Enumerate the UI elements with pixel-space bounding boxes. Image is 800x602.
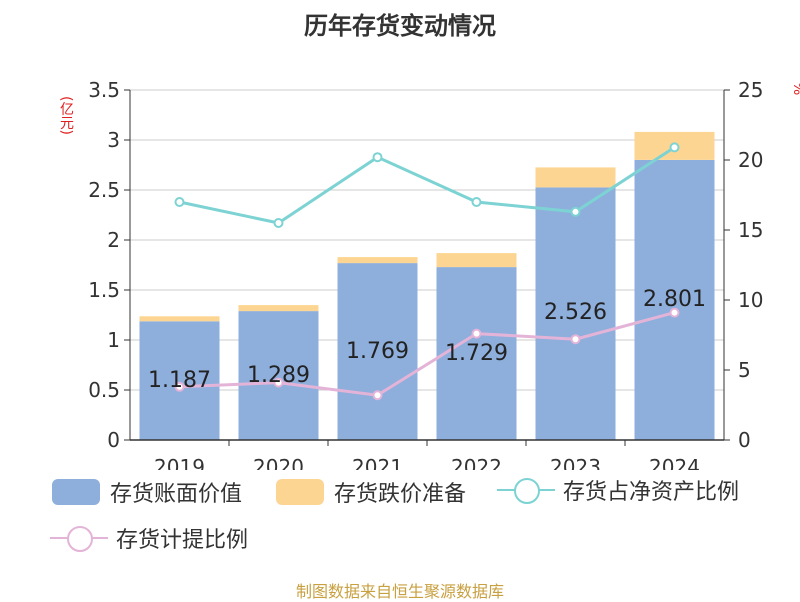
- line-provision-ratio-point: [471, 328, 482, 339]
- left-tick-label: 0: [107, 428, 120, 452]
- legend-item-provision-ratio: 存货计提比例: [50, 522, 248, 554]
- right-tick-label: 15: [738, 218, 763, 242]
- line-ratio-net-assets-point: [372, 152, 383, 163]
- source-note: 制图数据来自恒生聚源数据库: [295, 582, 504, 601]
- line-ratio-net-assets-point: [273, 218, 284, 228]
- bar-book-value: [436, 267, 517, 440]
- data-label: 1.769: [346, 339, 409, 364]
- line-ratio-net-assets: [179, 146, 676, 225]
- chart-title: 历年存货变动情况: [304, 12, 496, 40]
- legend-label-book-value: 存货账面价值: [110, 482, 243, 507]
- left-tick-label: 2: [107, 228, 120, 252]
- x-tick-label: 2024: [649, 455, 700, 470]
- bar-reserve: [436, 253, 517, 268]
- x-tick-label: 2020: [253, 455, 304, 470]
- left-tick-label: 0.5: [88, 378, 120, 402]
- data-label: 1.289: [247, 363, 310, 388]
- legend-label-reserve: 存货跌价准备: [334, 482, 467, 507]
- line-provision-ratio: [179, 311, 675, 397]
- left-tick-label: 2.5: [88, 178, 120, 202]
- bar-reserve: [337, 257, 418, 264]
- bars: [139, 131, 715, 440]
- bar-book-value: [139, 321, 220, 440]
- right-axis-unit: %: [790, 82, 800, 96]
- left-tick-label: 1.5: [88, 278, 120, 302]
- x-tick-label: 2019: [154, 455, 205, 470]
- line-ratio-net-assets-point: [669, 142, 680, 153]
- lines: [174, 142, 680, 401]
- bar-reserve: [139, 316, 220, 322]
- legend-swatch-ratio-net-assets: [497, 476, 555, 504]
- line-provision-ratio-point: [174, 381, 185, 392]
- x-tick-label: 2023: [550, 455, 601, 470]
- legend-label-provision-ratio: 存货计提比例: [116, 528, 249, 553]
- right-tick-label: 5: [738, 358, 751, 382]
- bar-reserve: [238, 305, 319, 312]
- legend: 存货账面价值 存货跌价准备 存货占净资产比例 存货计提比例: [0, 470, 800, 580]
- data-label: 1.729: [445, 341, 508, 366]
- x-tick-label: 2022: [451, 455, 502, 470]
- bar-book-value: [337, 263, 418, 440]
- data-labels: 1.187 1.289 1.769 1.729 2.526 2.801: [148, 287, 706, 393]
- right-tick-label: 0: [738, 428, 751, 452]
- legend-swatch-reserve: [276, 479, 324, 505]
- left-tick-label: 1: [107, 328, 120, 352]
- legend-item-ratio-net-assets: 存货占净资产比例: [497, 474, 739, 506]
- right-tick-label: 10: [738, 288, 763, 312]
- bar-book-value: [535, 187, 616, 440]
- legend-item-reserve: 存货跌价准备: [276, 476, 466, 508]
- line-ratio-net-assets-point: [471, 197, 482, 207]
- left-tick-label: 3: [107, 128, 120, 152]
- data-label: 2.801: [643, 287, 706, 312]
- line-provision-ratio-point: [669, 307, 680, 318]
- line-ratio-net-assets-point: [570, 206, 581, 217]
- bar-book-value: [634, 159, 715, 440]
- legend-swatch-book-value: [52, 479, 100, 505]
- line-ratio-net-assets-point: [174, 197, 185, 207]
- legend-swatch-provision-ratio: [50, 524, 108, 552]
- chart-canvas: 1.187 1.289 1.769 1.729 2.526 2.801 0 0.5 1 1.5 2…: [88, 78, 763, 470]
- bar-book-value: [238, 311, 319, 440]
- left-axis-unit: (亿元): [58, 96, 74, 135]
- left-tick-label: 3.5: [88, 78, 120, 102]
- line-provision-ratio-point: [372, 390, 383, 401]
- right-tick-label: 20: [738, 148, 763, 172]
- bar-reserve: [535, 167, 616, 188]
- gridlines: [130, 89, 724, 391]
- axes: 0 0.5 1 1.5 2 2.5 3 3.5 0 5 10 15 20 25 2019 2020 2021 20…: [88, 78, 763, 470]
- right-tick-label: 25: [738, 78, 763, 102]
- line-provision-ratio-point: [273, 377, 284, 388]
- legend-item-book-value: 存货账面价值: [52, 476, 242, 508]
- data-label: 1.187: [148, 368, 211, 393]
- x-tick-label: 2021: [352, 455, 403, 470]
- line-provision-ratio-point: [570, 334, 581, 345]
- data-label: 2.526: [544, 300, 607, 325]
- legend-label-ratio-net-assets: 存货占净资产比例: [563, 480, 740, 505]
